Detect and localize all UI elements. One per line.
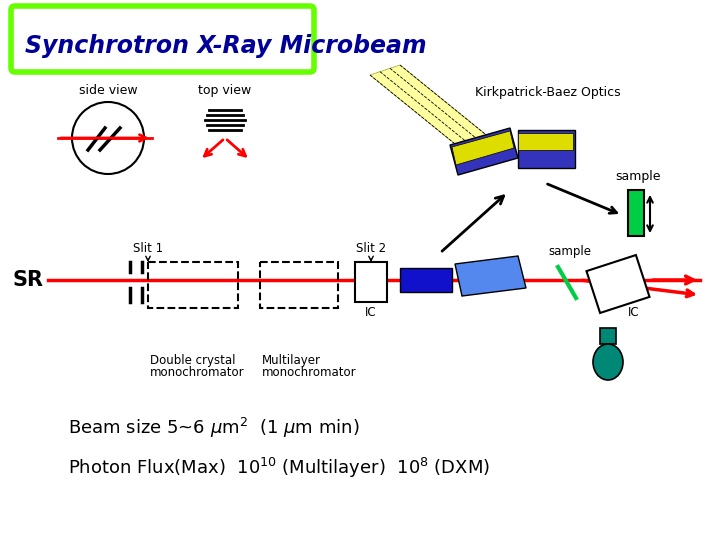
- Bar: [355, 262, 387, 302]
- Text: IC: IC: [365, 306, 377, 319]
- Ellipse shape: [593, 344, 623, 380]
- Text: monochromator: monochromator: [262, 366, 356, 379]
- Text: Slit 2: Slit 2: [356, 242, 386, 255]
- Text: monochromator: monochromator: [150, 366, 245, 379]
- Polygon shape: [452, 131, 514, 165]
- Text: sample: sample: [549, 245, 592, 258]
- Text: SR: SR: [12, 270, 43, 290]
- Text: Double crystal: Double crystal: [150, 354, 235, 367]
- Polygon shape: [455, 256, 526, 296]
- Text: sample: sample: [616, 170, 661, 183]
- Polygon shape: [370, 65, 490, 148]
- Text: Slit 1: Slit 1: [133, 242, 163, 255]
- Bar: [260, 262, 338, 308]
- FancyBboxPatch shape: [11, 6, 314, 72]
- Text: Multilayer: Multilayer: [262, 354, 321, 367]
- Text: side view: side view: [78, 84, 138, 97]
- Text: top view: top view: [199, 84, 251, 97]
- Text: Kirkpatrick-Baez Optics: Kirkpatrick-Baez Optics: [475, 86, 621, 99]
- Text: IC: IC: [628, 306, 640, 319]
- Bar: [628, 190, 644, 236]
- Bar: [400, 268, 452, 292]
- Bar: [600, 328, 616, 344]
- Polygon shape: [518, 130, 575, 168]
- Text: Synchrotron X-Ray Microbeam: Synchrotron X-Ray Microbeam: [25, 34, 427, 58]
- Polygon shape: [450, 128, 518, 175]
- Text: Beam size 5~6 $\mu$m$^2$  (1 $\mu$m min): Beam size 5~6 $\mu$m$^2$ (1 $\mu$m min): [68, 416, 359, 440]
- Bar: [148, 262, 238, 308]
- Polygon shape: [518, 133, 573, 150]
- Text: Photon Flux(Max)  $10^{10}$ (Multilayer)  $10^8$ (DXM): Photon Flux(Max) $10^{10}$ (Multilayer) …: [68, 456, 490, 480]
- Bar: [587, 255, 649, 313]
